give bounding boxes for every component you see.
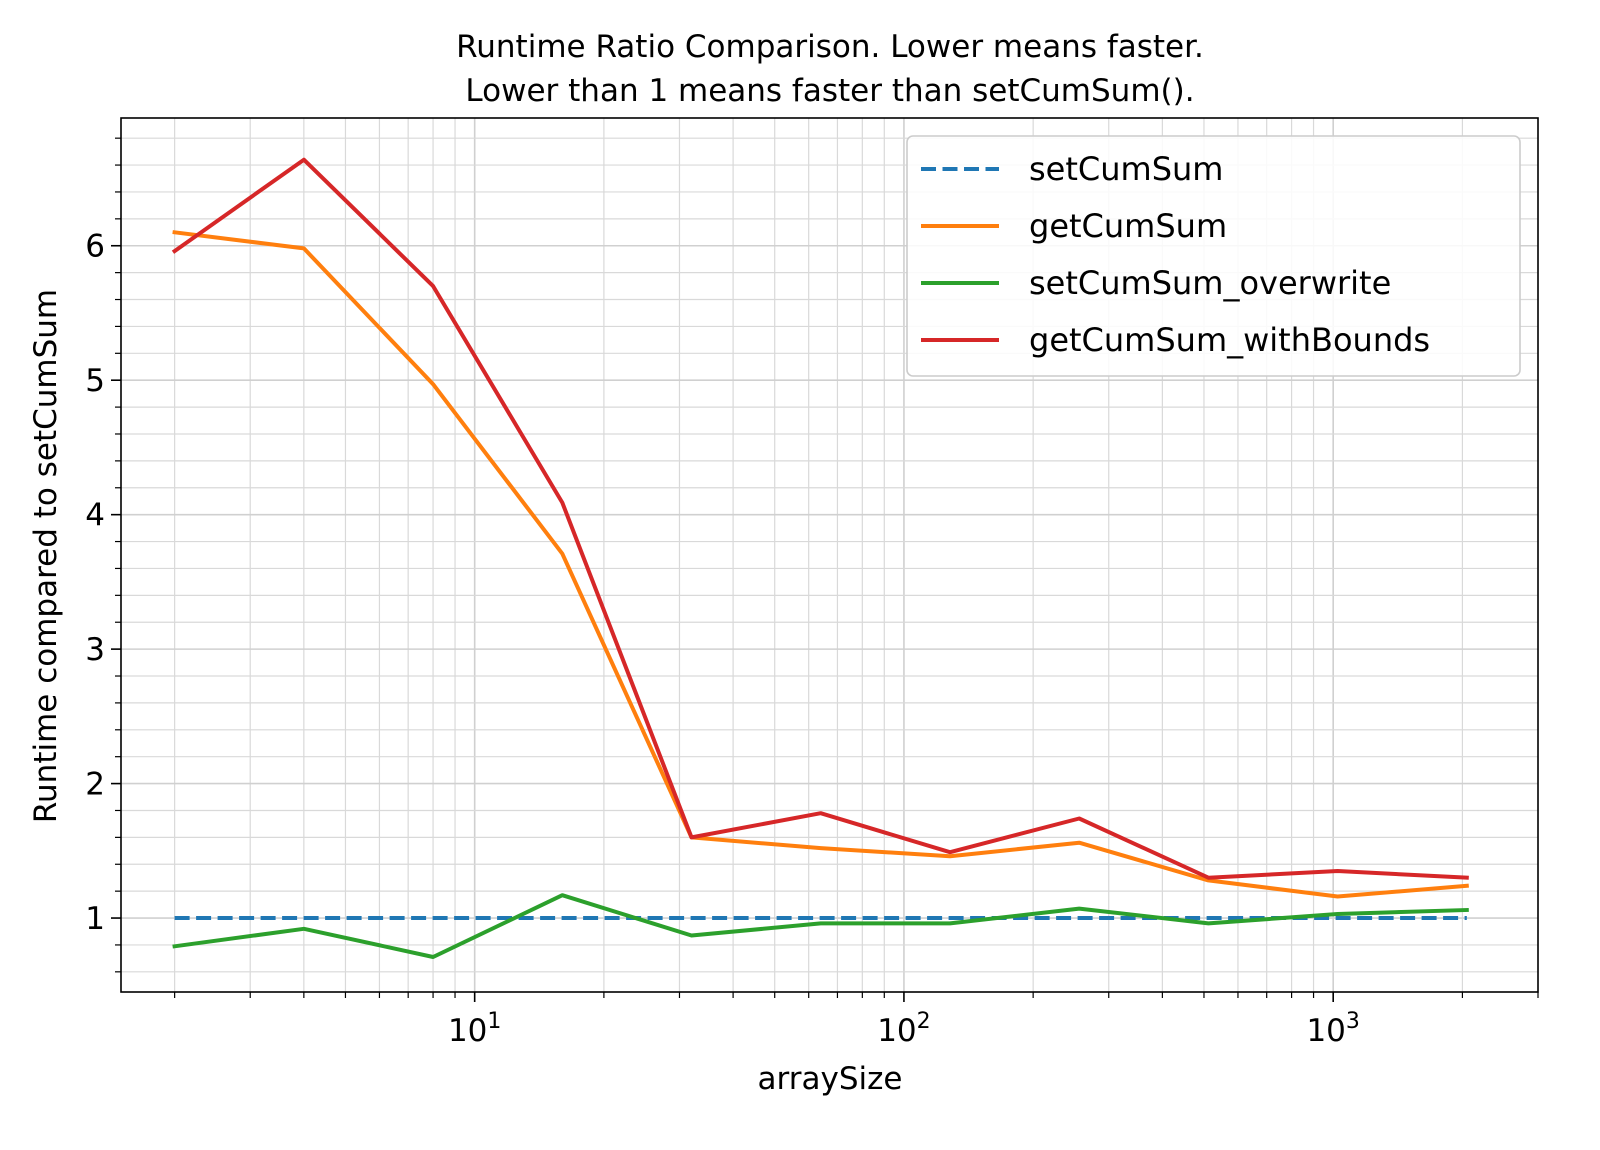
plot-frame (120, 117, 1539, 993)
y-axis-label: Runtime compared to setCumSum (28, 289, 64, 823)
series-line-getcumsum-withbounds (171, 157, 1469, 880)
y-tick-label: 6 (85, 229, 105, 265)
grid (121, 118, 1539, 992)
axis-ticks: 1 2 3 4 5 6 101 102 103 (85, 137, 1539, 1049)
series-lines (171, 157, 1469, 959)
x-tick-label: 102 (877, 1009, 930, 1049)
series-line-getcumsum (172, 230, 1469, 899)
y-tick-label: 2 (85, 767, 105, 803)
x-tick-label: 103 (1306, 1009, 1359, 1049)
series-line-setcumsum-overwrite (172, 893, 1469, 959)
legend-label: getCumSum_withBounds (1029, 321, 1430, 359)
chart-title: Runtime Ratio Comparison. Lower means fa… (456, 29, 1204, 65)
legend: setCumSum getCumSum setCumSum_overwriteget… (906, 135, 1521, 377)
y-tick-label: 3 (85, 632, 105, 668)
legend-label: setCumSum (1029, 150, 1223, 188)
y-tick-label: 4 (85, 498, 105, 534)
y-tick-label: 1 (85, 901, 105, 937)
x-axis-label: arraySize (758, 1061, 903, 1097)
x-tick-label: 101 (448, 1009, 501, 1049)
legend-label: getCumSum (1029, 207, 1227, 245)
legend-label: setCumSum_overwrite (1029, 264, 1391, 302)
y-tick-label: 5 (85, 363, 105, 399)
chart-subtitle: Lower than 1 means faster than setCumSum… (465, 73, 1194, 109)
legend-box (906, 135, 1521, 377)
